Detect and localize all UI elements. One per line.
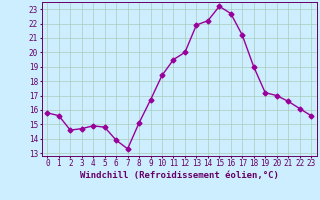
- X-axis label: Windchill (Refroidissement éolien,°C): Windchill (Refroidissement éolien,°C): [80, 171, 279, 180]
